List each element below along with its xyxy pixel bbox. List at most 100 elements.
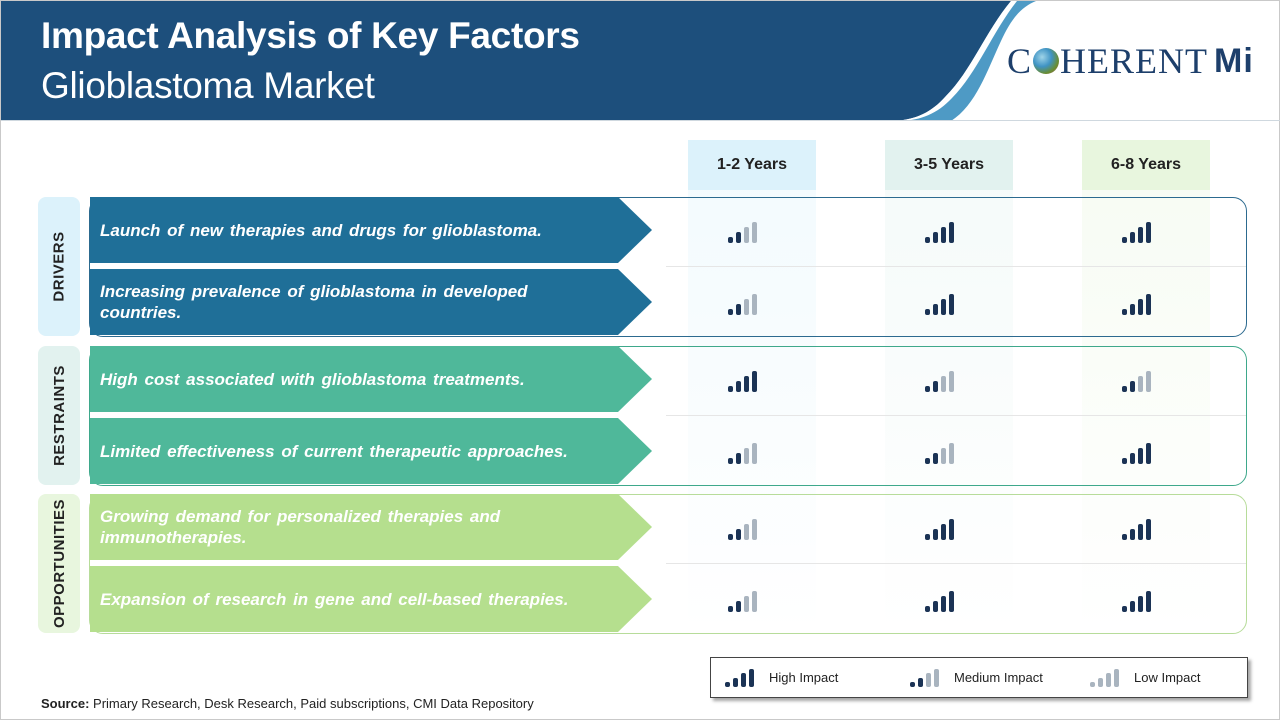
high-impact-icon <box>925 291 965 315</box>
column-header-1: 1-2 Years <box>688 140 816 190</box>
impact-bar <box>1130 529 1135 540</box>
impact-bar <box>925 606 930 612</box>
impact-bar <box>1130 453 1135 464</box>
globe-icon <box>1033 48 1060 74</box>
impact-bar <box>752 222 757 243</box>
impact-bar <box>941 448 946 464</box>
impact-bar <box>1130 381 1135 392</box>
category-label-text: RESTRAINTS <box>50 365 68 466</box>
impact-bar <box>1138 376 1143 392</box>
logo-text: HERENT <box>1060 41 1208 81</box>
row-separator <box>666 415 1246 416</box>
legend-low-label: Low Impact <box>1134 669 1201 685</box>
page-title: Impact Analysis of Key Factors <box>41 15 580 56</box>
impact-bar <box>925 534 930 540</box>
impact-bar <box>736 529 741 540</box>
impact-bar <box>725 682 730 687</box>
legend-low: Low Impact <box>1090 658 1200 696</box>
impact-bar <box>918 678 923 687</box>
impact-bar <box>949 294 954 315</box>
impact-bar <box>728 534 733 540</box>
impact-bar <box>934 669 939 687</box>
factor-arrow-shape <box>90 566 652 632</box>
impact-bar <box>741 673 746 687</box>
impact-bar <box>736 304 741 315</box>
impact-bar <box>1098 678 1103 687</box>
high-impact-icon <box>1122 588 1162 612</box>
impact-bar <box>933 601 938 612</box>
impact-bar <box>941 524 946 540</box>
impact-bar <box>728 458 733 464</box>
header-background <box>1 1 1280 121</box>
source-label: Source: <box>41 696 90 711</box>
high-impact-icon <box>1122 291 1162 315</box>
factor-text: Limited effectiveness of current therape… <box>100 441 568 461</box>
legend-high-label: High Impact <box>769 669 839 685</box>
impact-bar <box>925 386 930 392</box>
factor-row: Expansion of research in gene and cell-b… <box>90 566 652 632</box>
impact-bar <box>949 371 954 392</box>
factor-text: Launch of new therapies and drugs for gl… <box>100 220 542 240</box>
group-outline-drivers <box>89 197 1247 337</box>
impact-bar <box>736 453 741 464</box>
impact-bar <box>752 519 757 540</box>
factor-text: Growing demand for personalized therapie… <box>100 507 501 547</box>
impact-bar <box>728 386 733 392</box>
impact-bar <box>744 524 749 540</box>
category-label-text: DRIVERS <box>50 231 68 302</box>
impact-bar <box>1122 458 1127 464</box>
medium-impact-icon <box>728 516 768 540</box>
impact-legend: High Impact Medium Impact Low Impact <box>710 657 1248 698</box>
medium-impact-icon <box>910 667 950 687</box>
impact-bar <box>744 448 749 464</box>
factor-arrow-shape <box>90 197 652 263</box>
impact-bar <box>941 227 946 243</box>
high-impact-icon <box>725 667 765 687</box>
high-impact-icon <box>1122 440 1162 464</box>
impact-bar <box>933 453 938 464</box>
low-impact-icon <box>1090 667 1130 687</box>
impact-bar <box>728 606 733 612</box>
factor-arrow-shape <box>90 346 652 412</box>
impact-bar <box>910 682 915 687</box>
impact-bar <box>1138 448 1143 464</box>
impact-bar <box>728 237 733 243</box>
impact-bar <box>1138 596 1143 612</box>
factor-arrow-shape <box>90 269 652 335</box>
column-background <box>1082 190 1210 633</box>
impact-bar <box>941 299 946 315</box>
impact-bar <box>1146 294 1151 315</box>
impact-bar <box>1122 606 1127 612</box>
impact-bar <box>933 529 938 540</box>
factor-arrow-shape <box>90 494 652 560</box>
impact-bar <box>752 591 757 612</box>
high-impact-icon <box>1122 516 1162 540</box>
group-outline-restraints <box>89 346 1247 486</box>
impact-bar <box>728 309 733 315</box>
factor-row: High cost associated with glioblastoma t… <box>90 346 652 412</box>
impact-bar <box>933 232 938 243</box>
impact-bar <box>1138 524 1143 540</box>
impact-bar <box>736 601 741 612</box>
high-impact-icon <box>925 219 965 243</box>
impact-bar <box>736 232 741 243</box>
column-header-3: 6-8 Years <box>1082 140 1210 190</box>
medium-impact-icon <box>925 440 965 464</box>
impact-bar <box>752 294 757 315</box>
category-label-restraints: RESTRAINTS <box>38 346 80 485</box>
impact-bar <box>949 591 954 612</box>
impact-bar <box>1122 534 1127 540</box>
impact-bar <box>1146 222 1151 243</box>
medium-impact-icon <box>728 588 768 612</box>
medium-impact-icon <box>1122 368 1162 392</box>
impact-bar <box>749 669 754 687</box>
legend-medium: Medium Impact <box>910 658 1043 696</box>
impact-bar <box>949 519 954 540</box>
impact-bar <box>752 443 757 464</box>
impact-bar <box>1106 673 1111 687</box>
impact-bar <box>1138 299 1143 315</box>
impact-bar <box>744 376 749 392</box>
impact-bar <box>1146 519 1151 540</box>
factor-row: Increasing prevalence of glioblastoma in… <box>90 269 652 335</box>
